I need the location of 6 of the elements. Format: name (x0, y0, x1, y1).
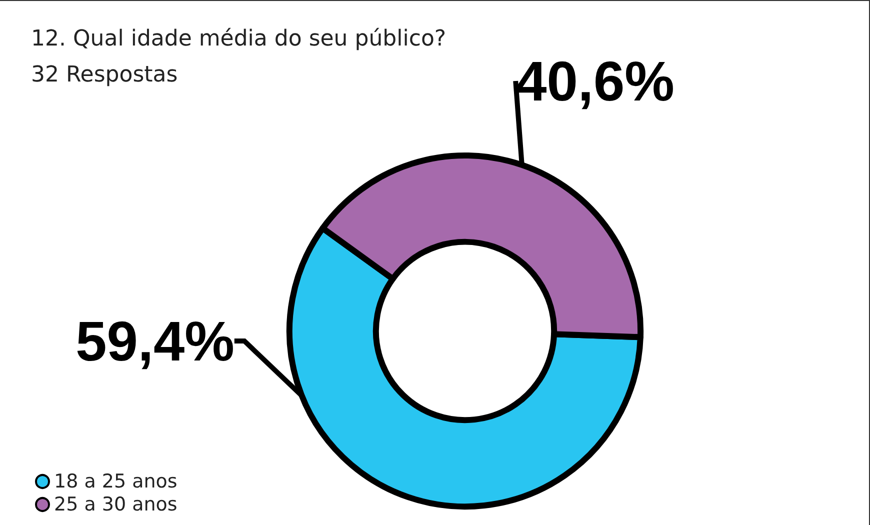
chart-subtitle: 32 Respostas (31, 62, 178, 88)
legend-label: 25 a 30 anos (54, 494, 178, 516)
data-label: 59,4% (76, 310, 234, 372)
chart-title: 12. Qual idade média do seu público? (31, 26, 446, 52)
legend-label: 18 a 25 anos (54, 470, 178, 492)
data-label: 40,6% (516, 50, 674, 112)
